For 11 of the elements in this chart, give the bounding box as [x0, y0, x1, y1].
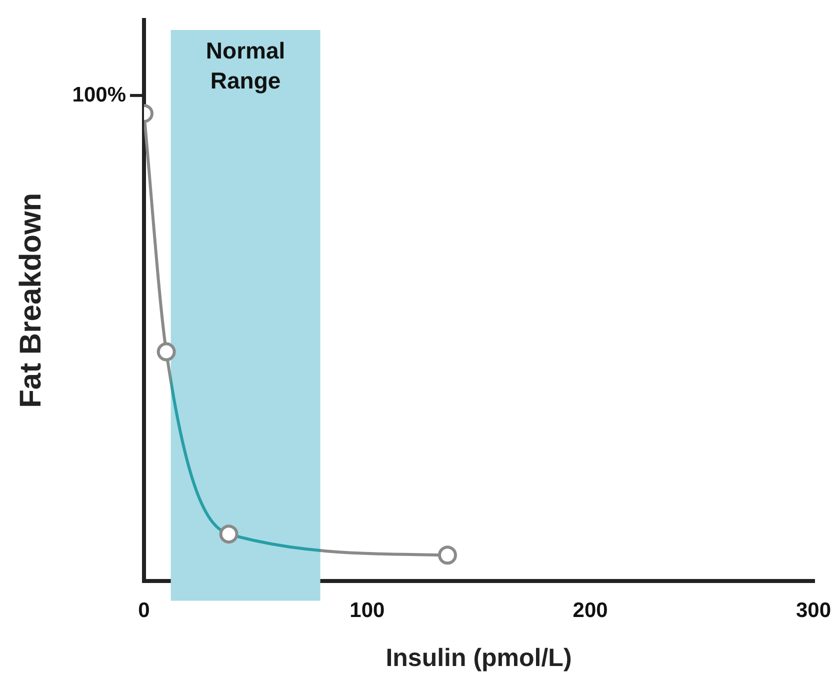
text: 100%: [72, 83, 126, 106]
x-tick-label: 200: [572, 599, 608, 622]
x-tick-label: 0: [138, 599, 150, 622]
point: [156, 342, 176, 362]
point: [438, 546, 457, 565]
y-axis-title: Fat Breakdown: [14, 192, 48, 408]
x-axis-title: Insulin (pmol/L): [386, 644, 572, 672]
x-tick-label: 300: [796, 599, 832, 622]
x-tick-label: 100: [350, 599, 385, 622]
band-label: Normal Range: [206, 37, 286, 94]
point: [219, 524, 238, 544]
